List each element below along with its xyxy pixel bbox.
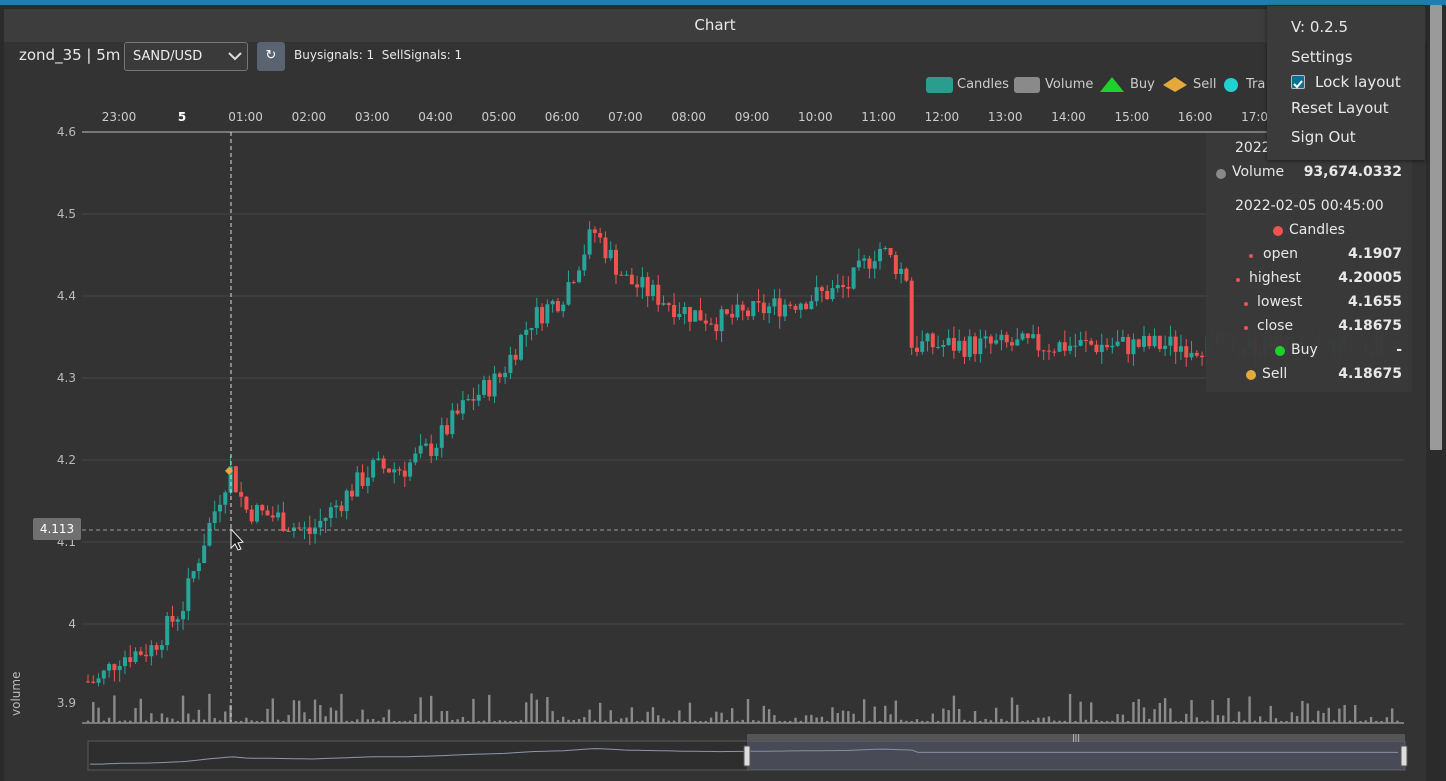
trades-dot-icon	[1224, 78, 1238, 92]
bullet-icon	[1236, 278, 1240, 282]
chevron-down-icon	[228, 52, 242, 61]
candles-dot-icon	[1273, 226, 1283, 236]
crosshair-price-label: 4.113	[33, 518, 81, 540]
pair-select-value: SAND/USD	[133, 49, 203, 64]
refresh-button[interactable]: ↻	[257, 42, 285, 71]
bullet-icon	[1249, 254, 1253, 258]
signals-count: Buysignals: 1 SellSignals: 1	[294, 48, 463, 62]
lock-layout-checkbox[interactable]	[1291, 75, 1305, 89]
candles-swatch-icon	[926, 77, 953, 93]
volume-axis-label: volume	[9, 671, 23, 716]
buy-triangle-icon	[1100, 77, 1124, 92]
scrollbar-thumb[interactable]	[1430, 5, 1442, 450]
legend-label: Volume	[1045, 77, 1094, 92]
bullet-icon	[1244, 302, 1248, 306]
check-icon	[1293, 80, 1303, 89]
tooltip-date: 2022-02-05 00:45:00	[1235, 198, 1384, 214]
legend-label: Tra	[1246, 77, 1266, 92]
menu-settings[interactable]: Settings	[1291, 48, 1353, 66]
chart-panel: Chart	[4, 9, 1426, 781]
sell-diamond-icon	[1163, 77, 1187, 92]
version-label: V: 0.2.5	[1291, 18, 1349, 36]
refresh-icon: ↻	[265, 48, 277, 63]
volume-dot-icon	[1216, 169, 1226, 179]
panel-title: Chart	[4, 9, 1426, 42]
tooltip-volume-value: 93,674.0332	[1303, 164, 1402, 180]
buy-dot-icon	[1275, 346, 1285, 356]
pair-select[interactable]: SAND/USD	[124, 42, 248, 71]
data-tooltip: 2022 Volume 93,674.0332 2022-02-05 00:45…	[1206, 133, 1412, 392]
window-top-strip	[0, 0, 1446, 5]
legend-label: Sell	[1193, 77, 1217, 92]
page-scrollbar[interactable]	[1430, 5, 1442, 781]
tooltip-header: 2022	[1235, 140, 1271, 156]
legend-label: Buy	[1130, 77, 1155, 92]
menu-reset-layout[interactable]: Reset Layout	[1291, 99, 1389, 117]
menu-lock-layout[interactable]: Lock layout	[1315, 73, 1401, 91]
legend-label: Candles	[957, 77, 1009, 92]
bullet-icon	[1244, 326, 1248, 330]
sell-dot-icon	[1246, 370, 1256, 380]
strategy-label: zond_35 | 5m	[19, 46, 121, 64]
volume-swatch-icon	[1014, 77, 1040, 93]
menu-sign-out[interactable]: Sign Out	[1291, 128, 1356, 146]
app-menu: V: 0.2.5 Settings Lock layout Reset Layo…	[1267, 6, 1425, 160]
